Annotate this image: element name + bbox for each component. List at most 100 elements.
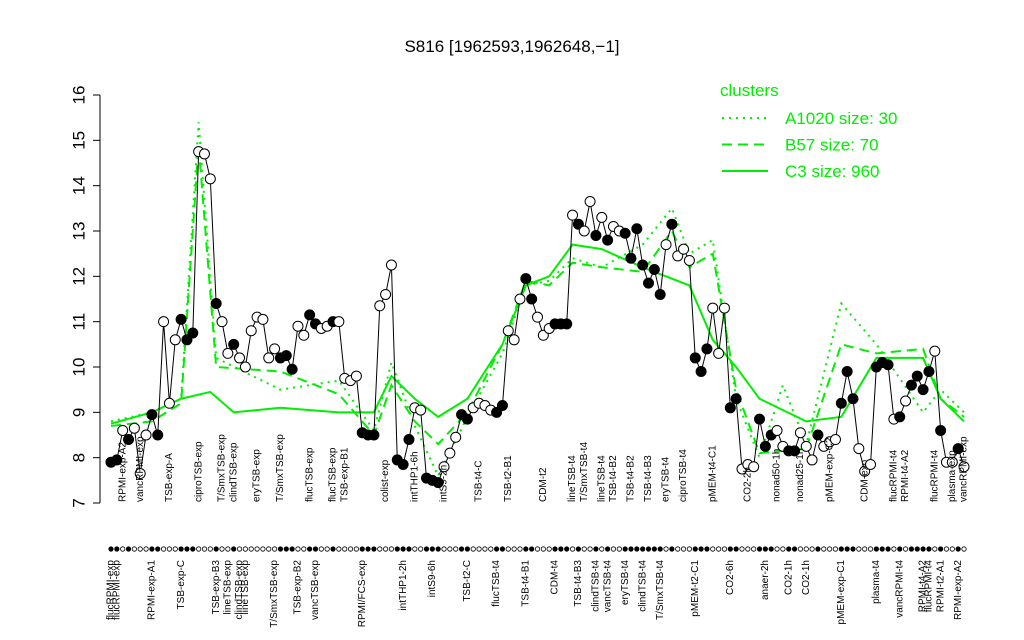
data-point — [689, 352, 701, 364]
x-label-top: TSB-t4-B2 — [608, 455, 619, 502]
data-point — [444, 447, 456, 459]
point-indicator — [517, 546, 523, 552]
x-label-top: eryTSB-exp — [252, 449, 263, 502]
x-label-bottom: pMEM-exp-C1 — [836, 560, 847, 625]
data-point — [526, 293, 538, 305]
point-indicator — [125, 546, 132, 552]
point-indicator — [809, 546, 815, 552]
data-point — [175, 313, 187, 325]
point-indicator — [768, 546, 774, 552]
data-point — [520, 273, 532, 285]
point-indicator — [587, 546, 593, 552]
x-label-top: ciproTSB-t4 — [678, 449, 689, 502]
data-point — [111, 454, 123, 466]
point-indicator — [336, 546, 342, 552]
point-indicator — [961, 546, 967, 552]
y-tick-label: 8 — [69, 453, 88, 462]
y-tick-label: 11 — [69, 313, 88, 331]
point-indicator — [429, 546, 435, 552]
point-indicator — [523, 546, 529, 552]
point-indicator — [640, 546, 646, 552]
data-point — [561, 318, 573, 330]
data-point — [169, 334, 181, 346]
data-point — [643, 277, 655, 289]
point-indicator — [271, 546, 278, 552]
data-point — [374, 300, 386, 312]
data-point — [385, 259, 397, 271]
x-label-top: intS9-2h — [439, 465, 450, 502]
data-point — [234, 352, 246, 364]
point-indicator — [242, 546, 248, 552]
point-indicator — [435, 546, 441, 552]
data-point — [835, 397, 847, 409]
point-indicator — [844, 546, 850, 552]
point-indicator — [908, 546, 915, 552]
data-point — [163, 397, 175, 409]
data-point — [210, 298, 222, 310]
data-point — [128, 422, 140, 434]
data-point — [800, 440, 812, 452]
y-tick-label: 7 — [69, 498, 88, 507]
data-point — [853, 443, 865, 455]
x-label-top: TSB-t4-B3 — [643, 455, 654, 502]
data-point — [958, 461, 970, 473]
point-indicator — [312, 546, 319, 552]
point-indicator — [879, 546, 885, 552]
data-point — [415, 404, 427, 416]
point-indicator — [219, 546, 225, 552]
y-tick-label: 15 — [69, 131, 88, 150]
data-point — [239, 361, 251, 373]
point-indicator — [400, 546, 406, 552]
point-indicator — [394, 546, 400, 552]
x-label-bottom: pMEM-t2-C1 — [690, 560, 701, 617]
point-indicator — [599, 546, 605, 552]
point-indicator — [780, 546, 786, 552]
data-point — [350, 370, 362, 382]
data-point — [117, 424, 129, 436]
data-point — [701, 343, 713, 355]
x-label-bottom: RPMI-exp-A2 — [953, 560, 964, 620]
data-point — [759, 440, 771, 452]
point-indicator — [131, 546, 137, 552]
data-point — [952, 443, 964, 455]
legend-label: A1020 size: 30 — [785, 109, 897, 128]
x-label-top: flucRPMI-t4 — [929, 449, 940, 502]
point-indicator — [108, 546, 114, 552]
data-point — [748, 461, 760, 473]
x-label-top: flucTSB-exp — [328, 447, 339, 502]
point-indicator — [686, 546, 693, 552]
data-point — [660, 239, 672, 251]
legend-label: B57 size: 70 — [785, 136, 879, 155]
x-label-top: T/SmxTSB-t4 — [579, 442, 590, 502]
x-label-top: RPMI-t4-A2 — [900, 449, 911, 502]
point-indicator — [797, 546, 804, 552]
point-indicator — [733, 546, 739, 552]
data-point — [637, 259, 649, 271]
data-point — [216, 316, 228, 328]
data-point — [812, 429, 824, 441]
point-indicator — [628, 546, 634, 552]
data-point — [935, 424, 947, 436]
point-indicator — [447, 546, 453, 552]
x-label-bottom: vancTSB-t4 — [602, 560, 613, 613]
data-point — [718, 302, 730, 314]
x-label-top: flucRPMI-t4 — [889, 449, 900, 502]
x-label-top: flucTSB-exp — [304, 447, 315, 502]
point-indicator — [558, 546, 564, 552]
point-indicator — [856, 546, 862, 552]
point-indicator — [926, 546, 932, 552]
data-point — [269, 343, 281, 355]
data-point — [923, 366, 935, 378]
point-indicator — [143, 546, 149, 552]
point-indicator — [453, 546, 459, 552]
data-point — [198, 148, 210, 160]
data-point — [905, 379, 917, 391]
data-point — [602, 234, 614, 246]
y-tick-label: 12 — [69, 267, 88, 286]
x-label-bottom: RPMI-exp-A1 — [147, 560, 158, 620]
y-tick-label: 9 — [69, 408, 88, 417]
x-label-top: CDM-t2 — [538, 467, 549, 502]
point-indicator — [710, 546, 716, 552]
point-indicator — [534, 546, 541, 552]
data-point — [333, 316, 345, 328]
